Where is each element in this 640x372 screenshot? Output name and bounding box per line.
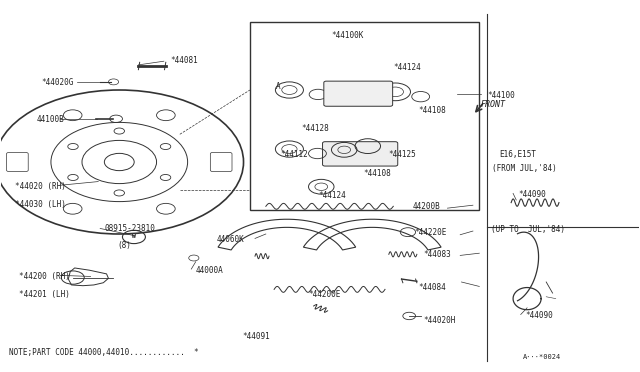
- Text: NOTE;PART CODE 44000,44010............  *: NOTE;PART CODE 44000,44010............ *: [9, 349, 198, 357]
- Text: *44020H: *44020H: [423, 316, 456, 325]
- Text: *44108: *44108: [364, 169, 391, 177]
- Text: E16,E15T: E16,E15T: [500, 150, 537, 159]
- Text: *44112: *44112: [336, 91, 364, 100]
- Text: *44108: *44108: [419, 106, 447, 115]
- Text: *44100: *44100: [487, 91, 515, 100]
- Text: *44020G: *44020G: [41, 78, 73, 87]
- Text: A···*0024: A···*0024: [523, 353, 561, 360]
- FancyBboxPatch shape: [324, 81, 393, 106]
- Text: 44000A: 44000A: [196, 266, 223, 275]
- Text: (8): (8): [117, 241, 131, 250]
- Text: *44030 (LH): *44030 (LH): [15, 200, 67, 209]
- Text: 44100B: 44100B: [36, 115, 64, 124]
- Text: 44200B: 44200B: [412, 202, 440, 211]
- Text: *44124: *44124: [319, 191, 346, 200]
- Text: 44060K: 44060K: [217, 235, 244, 244]
- FancyBboxPatch shape: [323, 142, 397, 166]
- Text: *44091: *44091: [243, 332, 270, 341]
- Text: *44128: *44128: [301, 124, 328, 133]
- Text: (UP TO  JUL,'84): (UP TO JUL,'84): [491, 225, 564, 234]
- Text: *44084: *44084: [419, 283, 447, 292]
- Text: (FROM JUL,'84): (FROM JUL,'84): [492, 164, 557, 173]
- Text: *44112: *44112: [280, 150, 308, 159]
- Text: *44081: *44081: [170, 56, 198, 65]
- Bar: [250, 22, 479, 210]
- Text: FRONT: FRONT: [481, 100, 506, 109]
- Text: *44220E: *44220E: [414, 228, 447, 237]
- Text: *44020 (RH): *44020 (RH): [15, 182, 67, 190]
- Text: *44200E: *44200E: [308, 291, 341, 299]
- Text: *44201 (LH): *44201 (LH): [19, 291, 70, 299]
- Text: *44090: *44090: [525, 311, 553, 320]
- Text: *44090: *44090: [519, 190, 547, 199]
- Text: *44125: *44125: [389, 150, 417, 159]
- Text: 08915-23810: 08915-23810: [104, 224, 156, 233]
- Text: *44124: *44124: [394, 63, 421, 72]
- Text: W: W: [132, 234, 136, 240]
- Text: *44200 (RH): *44200 (RH): [19, 272, 70, 281]
- Text: A: A: [275, 82, 280, 91]
- Text: *44083: *44083: [423, 250, 451, 259]
- Text: *44100K: *44100K: [332, 31, 364, 40]
